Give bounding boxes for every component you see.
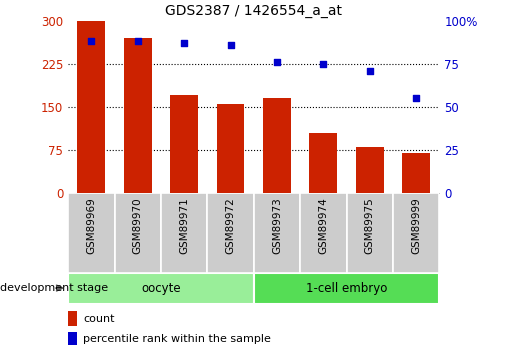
Text: GSM89971: GSM89971 [179,197,189,254]
Bar [346,193,393,273]
Bar [356,147,384,193]
Point [134,39,142,44]
Text: count: count [83,314,115,324]
Text: GSM89969: GSM89969 [86,197,96,254]
Bar [68,193,115,273]
Text: GSM89970: GSM89970 [133,197,143,254]
Bar [263,98,291,193]
Bar [402,153,430,193]
Point [273,59,281,65]
Point [227,42,235,48]
Point [412,96,420,101]
Bar [77,21,106,193]
Bar [115,193,161,273]
Bar [68,273,254,304]
Text: development stage: development stage [0,283,108,293]
Text: percentile rank within the sample: percentile rank within the sample [83,334,271,344]
Text: 1-cell embryo: 1-cell embryo [306,282,387,295]
Bar [68,311,77,326]
Bar [124,38,152,193]
Bar [161,193,208,273]
Bar [208,193,254,273]
Bar [254,273,439,304]
Bar [310,133,337,193]
Bar [68,332,77,345]
Bar [170,96,198,193]
Bar [254,193,300,273]
Text: GSM89975: GSM89975 [365,197,375,254]
Text: GSM89999: GSM89999 [411,197,421,254]
Bar [300,193,346,273]
Title: GDS2387 / 1426554_a_at: GDS2387 / 1426554_a_at [165,4,342,18]
Text: GSM89972: GSM89972 [226,197,235,254]
Text: oocyte: oocyte [141,282,181,295]
Point [366,68,374,73]
Text: GSM89974: GSM89974 [318,197,328,254]
Point [319,61,327,67]
Bar [217,104,244,193]
Point [87,39,95,44]
Text: GSM89973: GSM89973 [272,197,282,254]
Point [180,40,188,46]
Bar [393,193,439,273]
